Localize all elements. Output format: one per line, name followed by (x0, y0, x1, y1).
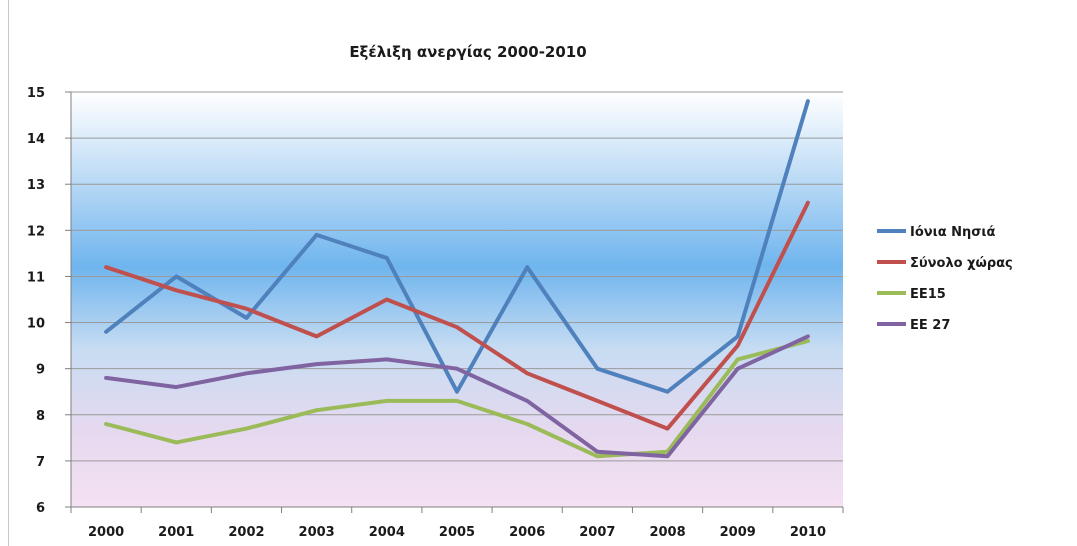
series-line-2 (104, 200, 810, 431)
legend: Ιόνια Νησιά Σύνολο χώρας ΕΕ15 ΕΕ 27 (877, 225, 1013, 333)
x-tick-label: 2006 (509, 525, 545, 540)
gridlines (71, 91, 843, 462)
left-border-line (8, 0, 9, 546)
x-tick-label: 2004 (369, 525, 405, 540)
x-tick-label: 2007 (579, 525, 615, 540)
y-tick-label: 12 (27, 224, 45, 239)
y-tick-label: 15 (27, 86, 45, 101)
x-tick-label: 2001 (158, 525, 194, 540)
chart-title: Εξέλιξη ανεργίας 2000-2010 (349, 43, 586, 61)
y-tick-label: 7 (36, 455, 45, 470)
x-tick-label: 2002 (228, 525, 264, 540)
y-tick-label: 11 (27, 270, 45, 285)
x-tick-label: 2000 (88, 525, 124, 540)
axes: 6 7 8 9 10 11 12 13 14 15 2000 2001 2002 2003 2004 2005… (27, 86, 844, 540)
series-line-4 (104, 334, 810, 459)
legend-label: Ιόνια Νησιά (910, 225, 995, 240)
series-lines (104, 99, 810, 459)
y-tick-label: 6 (36, 501, 45, 516)
x-tick-label: 2010 (790, 525, 826, 540)
x-tick-label: 2005 (439, 525, 475, 540)
legend-label: ΕΕ15 (910, 287, 946, 302)
legend-label: Σύνολο χώρας (910, 256, 1013, 271)
legend-label: ΕΕ 27 (910, 318, 950, 333)
plot-area-background (71, 92, 843, 507)
y-tick-label: 14 (27, 132, 45, 147)
x-tick-label: 2008 (649, 525, 685, 540)
series-line-3 (104, 339, 810, 459)
y-tick-label: 9 (36, 363, 45, 378)
x-tick-label: 2009 (720, 525, 756, 540)
x-tick-label: 2003 (299, 525, 335, 540)
y-tick-label: 13 (27, 178, 45, 193)
y-tick-label: 10 (27, 317, 45, 332)
y-tick-label: 8 (36, 409, 45, 424)
